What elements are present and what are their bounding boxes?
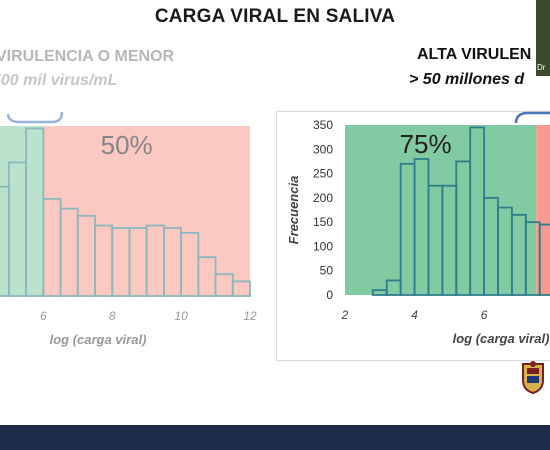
right-ytick-0: 0	[326, 288, 333, 302]
right-ytick-200: 200	[313, 191, 333, 205]
left-region-1	[0, 126, 44, 296]
right-xtick-6: 6	[481, 308, 488, 322]
right-heading: ALTA VIRULEN	[417, 46, 532, 63]
left-bracket	[6, 111, 64, 124]
footer-bar	[0, 425, 550, 450]
right-ytick-150: 150	[313, 215, 333, 229]
right-ytick-100: 100	[313, 239, 333, 253]
right-subheading: > 50 millones d	[409, 71, 525, 88]
right-ylabel: Frecuencia	[286, 176, 301, 245]
right-bracket	[514, 111, 550, 124]
right-xtick-2: 2	[341, 308, 349, 322]
left-histogram: 50%50%4681012log (carga viral)	[0, 111, 257, 347]
right-region-2	[536, 125, 550, 295]
left-xtick-8: 8	[109, 309, 116, 323]
right-ytick-300: 300	[313, 142, 333, 156]
right-xlabel: log (carga viral)	[453, 331, 550, 346]
slide-title: CARGA VIRAL EN SALIVA	[154, 6, 396, 27]
left-xtick-6: 6	[40, 309, 47, 323]
left-xlabel: log (carga viral)	[50, 332, 147, 347]
right-xtick-4: 4	[411, 308, 418, 322]
left-heading: VIRULENCIA O MENOR	[0, 48, 175, 65]
left-region-label-2: 50%	[101, 130, 153, 160]
right-bar-13	[538, 223, 550, 296]
left-subheading: 500 mil virus/mL	[0, 72, 118, 89]
left-xtick-12: 12	[243, 309, 257, 323]
left-bar-18	[231, 280, 251, 297]
left-xtick-10: 10	[174, 309, 188, 323]
right-histogram: 75%0501001502002503003502468log (carga v…	[286, 111, 550, 346]
video-thumbnail[interactable]: Dr	[536, 0, 550, 76]
right-ytick-350: 350	[313, 118, 333, 132]
right-region-label-1: 75%	[400, 129, 452, 159]
right-ytick-50: 50	[320, 264, 334, 278]
university-crest-icon	[522, 361, 544, 394]
right-region-1	[345, 125, 537, 295]
video-label: Dr	[537, 63, 546, 72]
right-ytick-250: 250	[313, 167, 333, 181]
